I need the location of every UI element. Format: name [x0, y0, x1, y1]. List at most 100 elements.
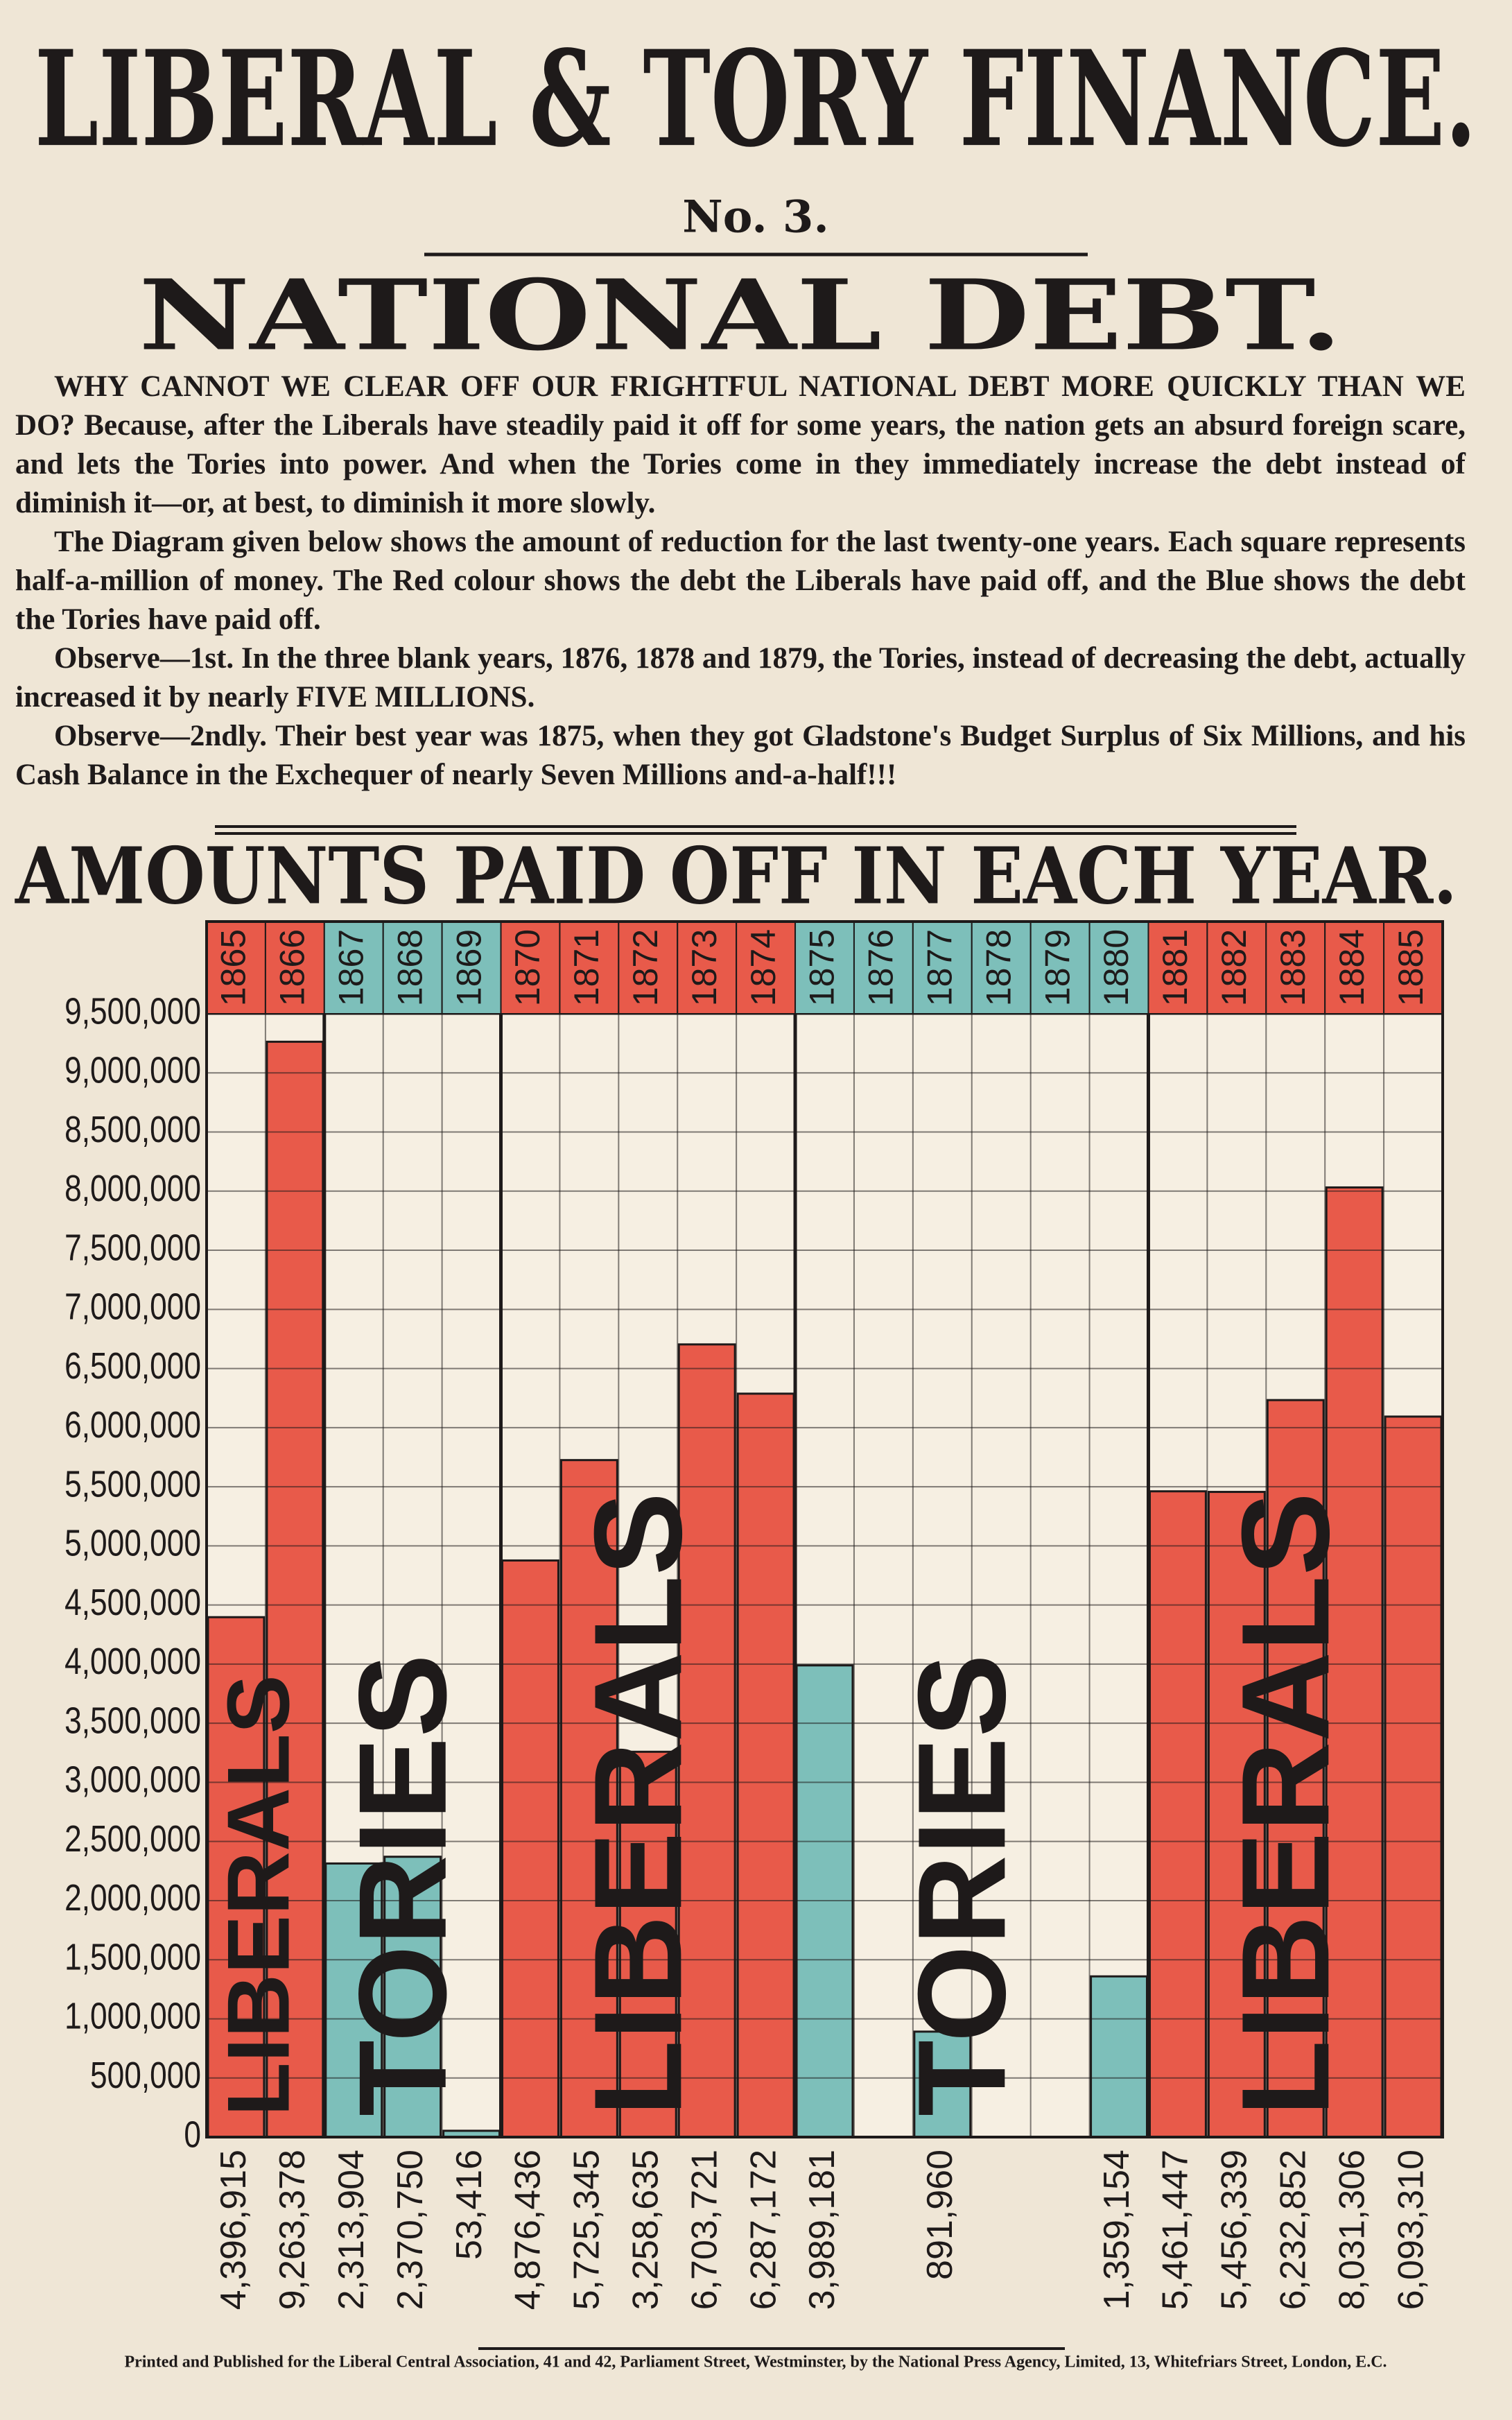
x-tick-label: 1882 [1215, 929, 1253, 1006]
y-tick-label: 3,000,000 [64, 1759, 201, 1801]
value-label: 5,456,339 [1215, 2150, 1255, 2310]
paragraph: The Diagram given below shows the amount… [15, 526, 1466, 636]
y-tick-label: 2,500,000 [64, 1818, 201, 1860]
y-tick-label: 9,000,000 [64, 1049, 201, 1091]
period-label: TORIES [892, 1654, 1032, 2116]
period-label: LIBERALS [568, 1492, 708, 2116]
y-tick-label: 2,000,000 [64, 1877, 201, 1919]
value-label: 53,416 [449, 2150, 489, 2260]
bar [383, 1856, 442, 2138]
bar [324, 1862, 383, 2138]
x-tick-label: 1883 [1274, 929, 1312, 1006]
x-tick-label: 1871 [567, 929, 606, 1006]
bar [1090, 1975, 1148, 2138]
value-label: 9,263,378 [272, 2150, 313, 2310]
y-tick-label: 5,500,000 [64, 1463, 201, 1505]
y-tick-label: 7,000,000 [64, 1286, 201, 1327]
x-tick-label: 1876 [862, 929, 901, 1006]
bar [618, 1750, 677, 2138]
poster-subtitle: NATIONAL DEBT. [139, 259, 1342, 373]
x-tick-label: 1868 [390, 929, 429, 1006]
bar [677, 1343, 736, 2138]
x-tick-label: 1866 [273, 929, 312, 1006]
y-tick-label: 7,500,000 [64, 1227, 201, 1268]
year-cell [1206, 921, 1267, 1014]
x-tick-label: 1885 [1391, 929, 1430, 1006]
year-cell [382, 921, 443, 1014]
x-tick-label: 1877 [921, 929, 959, 1006]
chart-title: AMOUNTS PAID OFF IN EACH YEAR. [15, 831, 1457, 922]
x-tick-label: 1872 [626, 929, 665, 1006]
x-tick-label: 1867 [331, 929, 370, 1006]
bar [501, 1559, 559, 2138]
y-tick-label: 4,000,000 [64, 1641, 201, 1682]
value-label: 5,461,447 [1156, 2150, 1196, 2310]
paragraph: WHY CANNOT WE CLEAR OFF OUR FRIGHTFUL NA… [15, 370, 1466, 519]
y-tick-label: 9,500,000 [64, 990, 201, 1032]
value-label: 1,359,154 [1097, 2150, 1137, 2310]
y-tick-label: 6,500,000 [64, 1345, 201, 1387]
value-label: 6,703,721 [684, 2150, 724, 2310]
y-tick-label: 1,500,000 [64, 1936, 201, 1978]
bar [266, 1040, 324, 2138]
value-label: 891,960 [920, 2150, 960, 2280]
text-block: WHY CANNOT WE CLEAR OFF OUR FRIGHTFUL NA… [15, 368, 1466, 795]
x-tick-label: 1878 [979, 929, 1018, 1006]
value-label: 3,258,635 [626, 2150, 666, 2310]
year-cell [323, 921, 384, 1014]
poster-title: LIBERAL & TORY FINANCE. [35, 21, 1477, 176]
x-tick-label: 1879 [1038, 929, 1077, 1006]
x-tick-label: 1873 [685, 929, 724, 1006]
y-tick-label: 3,500,000 [64, 1700, 201, 1741]
value-label: 5,725,345 [567, 2150, 607, 2310]
value-label: 4,396,915 [214, 2150, 254, 2310]
footer: Printed and Published for the Liberal Ce… [124, 2353, 1387, 2371]
y-tick-label: 6,000,000 [64, 1404, 201, 1446]
value-label: 2,370,750 [390, 2150, 431, 2310]
bar [736, 1392, 795, 2138]
value-label: 8,031,306 [1332, 2150, 1372, 2310]
value-label: 4,876,436 [508, 2150, 548, 2310]
x-tick-label: 1870 [508, 929, 547, 1006]
year-cell [736, 921, 797, 1014]
y-tick-label: 0 [184, 2114, 201, 2155]
poster-number: No. 3. [682, 191, 828, 243]
bar [913, 2030, 972, 2138]
year-cell [618, 921, 679, 1014]
y-tick-label: 500,000 [90, 2055, 201, 2096]
x-tick-label: 1874 [744, 929, 783, 1006]
value-label: 6,232,852 [1273, 2150, 1313, 2310]
bar [207, 1616, 266, 2138]
paragraph: Observe—1st. In the three blank years, 1… [15, 642, 1466, 714]
period-label: LIBERALS [1216, 1492, 1355, 2116]
bar [1148, 1490, 1207, 2138]
y-tick-label: 1,000,000 [64, 1996, 201, 2037]
y-tick-label: 8,000,000 [64, 1168, 201, 1209]
value-label: 3,989,181 [802, 2150, 842, 2310]
value-label: 2,313,904 [331, 2150, 372, 2310]
year-cell [794, 921, 855, 1014]
y-tick-label: 4,500,000 [64, 1582, 201, 1623]
y-tick-label: 8,500,000 [64, 1109, 201, 1150]
x-tick-label: 1884 [1332, 929, 1371, 1006]
x-tick-label: 1875 [803, 929, 842, 1006]
x-tick-label: 1865 [214, 929, 253, 1006]
y-tick-label: 5,000,000 [64, 1523, 201, 1564]
period-label: TORIES [333, 1654, 473, 2116]
value-label: 6,093,310 [1391, 2150, 1431, 2310]
x-tick-label: 1880 [1097, 929, 1136, 1006]
chart-frame [205, 920, 1444, 2138]
chart: 1865 1866 1867 1868 1869 1870 1871 1872 1873 1874… [64, 920, 1444, 2310]
period-label: LIBERALS [209, 1675, 308, 2116]
bar [1325, 1186, 1384, 2138]
year-cell [1265, 921, 1326, 1014]
year-cell [1147, 921, 1208, 1014]
bar [1207, 1491, 1266, 2138]
x-tick-label: 1869 [449, 929, 488, 1006]
value-label: 6,287,172 [743, 2150, 783, 2310]
year-cell [1383, 921, 1443, 1014]
paragraph: Observe—2ndly. Their best year was 1875,… [15, 720, 1466, 791]
year-cell [441, 921, 502, 1014]
